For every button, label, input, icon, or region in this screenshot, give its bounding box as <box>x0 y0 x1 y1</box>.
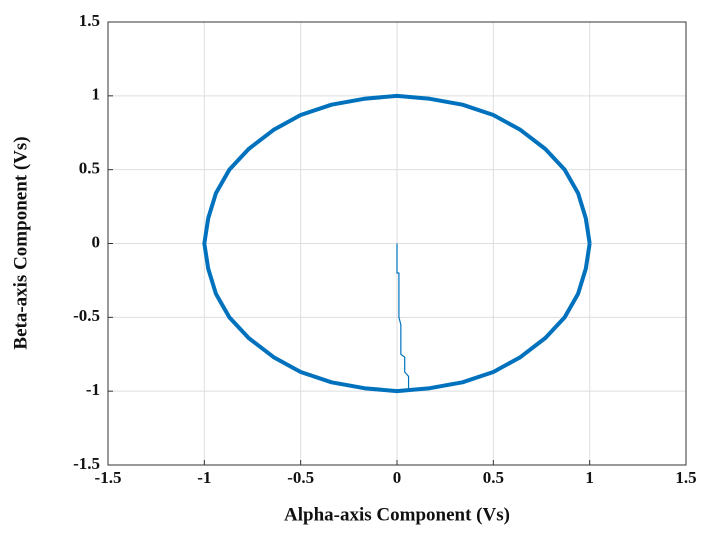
x-tick-label: -0.5 <box>287 468 314 487</box>
x-tick-label: -1.5 <box>95 468 122 487</box>
y-tick-label: -1.5 <box>73 454 100 473</box>
y-tick-label: 0 <box>92 232 101 251</box>
x-tick-label: 1.5 <box>675 468 696 487</box>
y-tick-label: 0.5 <box>79 159 100 178</box>
y-tick-label: 1 <box>92 85 101 104</box>
data-line <box>202 93 592 394</box>
x-tick-label: -1 <box>197 468 211 487</box>
y-tick-label: 1.5 <box>79 11 100 30</box>
x-tick-label: 0.5 <box>483 468 504 487</box>
data-line <box>396 243 410 389</box>
x-tick-label: 0 <box>393 468 402 487</box>
y-axis-label: Beta-axis Component (Vs) <box>10 136 31 349</box>
x-tick-label: 1 <box>585 468 594 487</box>
x-axis-label: Alpha-axis Component (Vs) <box>284 504 510 525</box>
y-tick-label: -1 <box>86 380 100 399</box>
plot-frame <box>107 21 687 466</box>
y-tick-label: -0.5 <box>73 306 100 325</box>
